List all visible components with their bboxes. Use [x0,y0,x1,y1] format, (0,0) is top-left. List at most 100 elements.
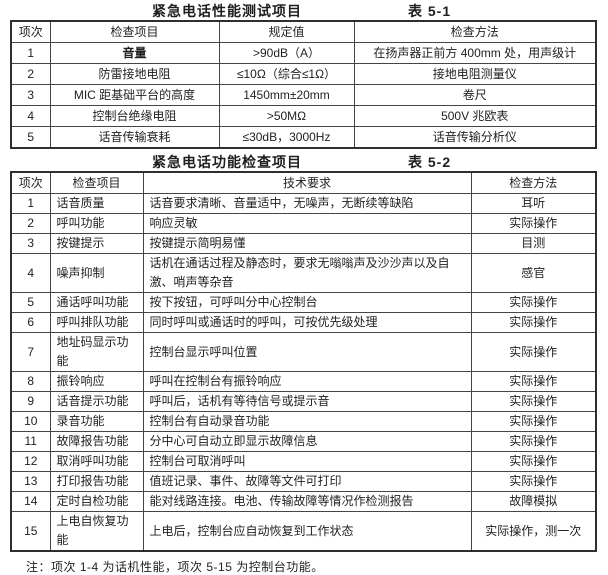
table-cell: 卷尺 [353,84,597,106]
table1-title-row: 紧急电话性能测试项目 表 5-1 [10,3,598,19]
performance-test-table: 项次 检查项目 规定值 检查方法 1 音量 >90dB（A） 在扬声器正前方 400m… [10,20,597,149]
footnote: 注：项次 1-4 为话机性能，项次 5-15 为控制台功能。 [26,560,324,574]
table-cell: 定时自检功能 [49,491,144,512]
table-cell: 3 [10,84,51,106]
table-cell: 分中心可自动立即显示故障信息 [142,431,472,452]
table-row: 14 定时自检功能 能对线路连接。电池、传输故障等情况作检测报告 故障模拟 [10,491,597,512]
table-cell: 14 [10,491,51,512]
table-cell: 9 [10,391,51,412]
table-cell: 500V 兆欧表 [353,105,597,127]
table-cell: >50MΩ [218,105,355,127]
table-cell: 呼叫在控制台有振铃响应 [142,371,472,392]
table-cell: MIC 距基础平台的高度 [49,84,220,106]
table-cell: 按键提示简明易懂 [142,233,472,254]
table-cell: 取消呼叫功能 [49,451,144,472]
table-row: 8 振铃响应 呼叫在控制台有振铃响应 实际操作 [10,371,597,392]
table-cell: 实际操作 [470,292,597,313]
table-cell: ≤30dB，3000Hz [218,126,355,149]
table-cell: 耳听 [470,193,597,214]
table-row: 15 上电自恢复功能 上电后，控制台应自动恢复到工作状态 实际操作，测一次 [10,511,597,552]
table-cell: 呼叫后，话机有等待信号或提示音 [142,391,472,412]
table-cell: 话音要求清晰、音量适中，无噪声，无断续等缺陷 [142,193,472,214]
table2-title-row: 紧急电话功能检查项目 表 5-2 [10,154,598,170]
table-cell: 打印报告功能 [49,471,144,492]
table-cell: 3 [10,233,51,254]
table-cell: 按键提示 [49,233,144,254]
table-cell: 呼叫功能 [49,213,144,234]
table-cell: 实际操作 [470,312,597,333]
table-cell: 实际操作 [470,371,597,392]
table-cell: 实际操作 [470,411,597,432]
table-cell: 地址码显示功能 [49,332,144,372]
table-row: 3 MIC 距基础平台的高度 1450mm±20mm 卷尺 [10,84,597,106]
table-cell: 话音质量 [49,193,144,214]
column-header: 项次 [10,20,51,43]
table-row: 5 话音传输衰耗 ≤30dB，3000Hz 话音传输分析仪 [10,126,597,149]
table-cell: 实际操作 [470,431,597,452]
table-cell: 13 [10,471,51,492]
table-cell: 1 [10,193,51,214]
table-cell: 振铃响应 [49,371,144,392]
table-cell: 5 [10,292,51,313]
table-cell: 感官 [470,253,597,293]
table-cell: 同时呼叫或通话时的呼叫，可按优先级处理 [142,312,472,333]
table-cell: 上电自恢复功能 [49,511,144,552]
table-cell: 控制台可取消呼叫 [142,451,472,472]
table-cell: 故障报告功能 [49,431,144,452]
table-header-row: 项次 检查项目 技术要求 检查方法 [10,171,597,194]
table-cell: 话音提示功能 [49,391,144,412]
table-row: 6 呼叫排队功能 同时呼叫或通话时的呼叫，可按优先级处理 实际操作 [10,312,597,333]
column-header: 规定值 [218,20,355,43]
table-cell: 值班记录、事件、故障等文件可打印 [142,471,472,492]
table-row: 4 控制台绝缘电阻 >50MΩ 500V 兆欧表 [10,105,597,127]
table-cell: 能对线路连接。电池、传输故障等情况作检测报告 [142,491,472,512]
column-header: 技术要求 [142,171,472,194]
table-cell: 通话呼叫功能 [49,292,144,313]
table-cell: >90dB（A） [218,42,355,64]
table-cell: 5 [10,126,51,149]
table-cell: 1 [10,42,51,64]
table-cell: 实际操作 [470,471,597,492]
table-cell: 1450mm±20mm [218,84,355,106]
column-header: 检查项目 [49,20,220,43]
column-header: 检查项目 [49,171,144,194]
table-row: 3 按键提示 按键提示简明易懂 目测 [10,233,597,254]
table-cell: 7 [10,332,51,372]
column-header: 检查方法 [353,20,597,43]
table-cell: 4 [10,253,51,293]
table-cell: 防雷接地电阻 [49,63,220,85]
table-cell: 目测 [470,233,597,254]
table-row: 1 音量 >90dB（A） 在扬声器正前方 400mm 处，用声级计 [10,42,597,64]
table1-number: 表 5-1 [408,3,452,19]
table-row: 11 故障报告功能 分中心可自动立即显示故障信息 实际操作 [10,431,597,452]
table-row: 9 话音提示功能 呼叫后，话机有等待信号或提示音 实际操作 [10,391,597,412]
table-cell: 12 [10,451,51,472]
table-cell: 录音功能 [49,411,144,432]
table-cell: 呼叫排队功能 [49,312,144,333]
table-row: 12 取消呼叫功能 控制台可取消呼叫 实际操作 [10,451,597,472]
table-cell: 2 [10,63,51,85]
table-cell: 实际操作 [470,451,597,472]
table-row: 13 打印报告功能 值班记录、事件、故障等文件可打印 实际操作 [10,471,597,492]
table-cell: 实际操作 [470,391,597,412]
table-cell: 噪声抑制 [49,253,144,293]
table-header-row: 项次 检查项目 规定值 检查方法 [10,20,597,43]
table-cell: 控制台有自动录音功能 [142,411,472,432]
table-row: 10 录音功能 控制台有自动录音功能 实际操作 [10,411,597,432]
table-cell: 响应灵敏 [142,213,472,234]
table-cell: 10 [10,411,51,432]
table1-title: 紧急电话性能测试项目 [152,3,302,19]
table2-number: 表 5-2 [408,154,452,170]
table-cell: 6 [10,312,51,333]
table2-title: 紧急电话功能检查项目 [152,154,302,170]
table-cell: 实际操作，测一次 [470,511,597,552]
table-cell: 接地电阻测量仪 [353,63,597,85]
table-cell: ≤10Ω（综合≤1Ω） [218,63,355,85]
table-cell: 音量 [49,42,220,64]
table-cell: 话音传输衰耗 [49,126,220,149]
table-cell: 实际操作 [470,332,597,372]
table-row: 5 通话呼叫功能 按下按钮，可呼叫分中心控制台 实际操作 [10,292,597,313]
table-cell: 上电后，控制台应自动恢复到工作状态 [142,511,472,552]
table-cell: 8 [10,371,51,392]
